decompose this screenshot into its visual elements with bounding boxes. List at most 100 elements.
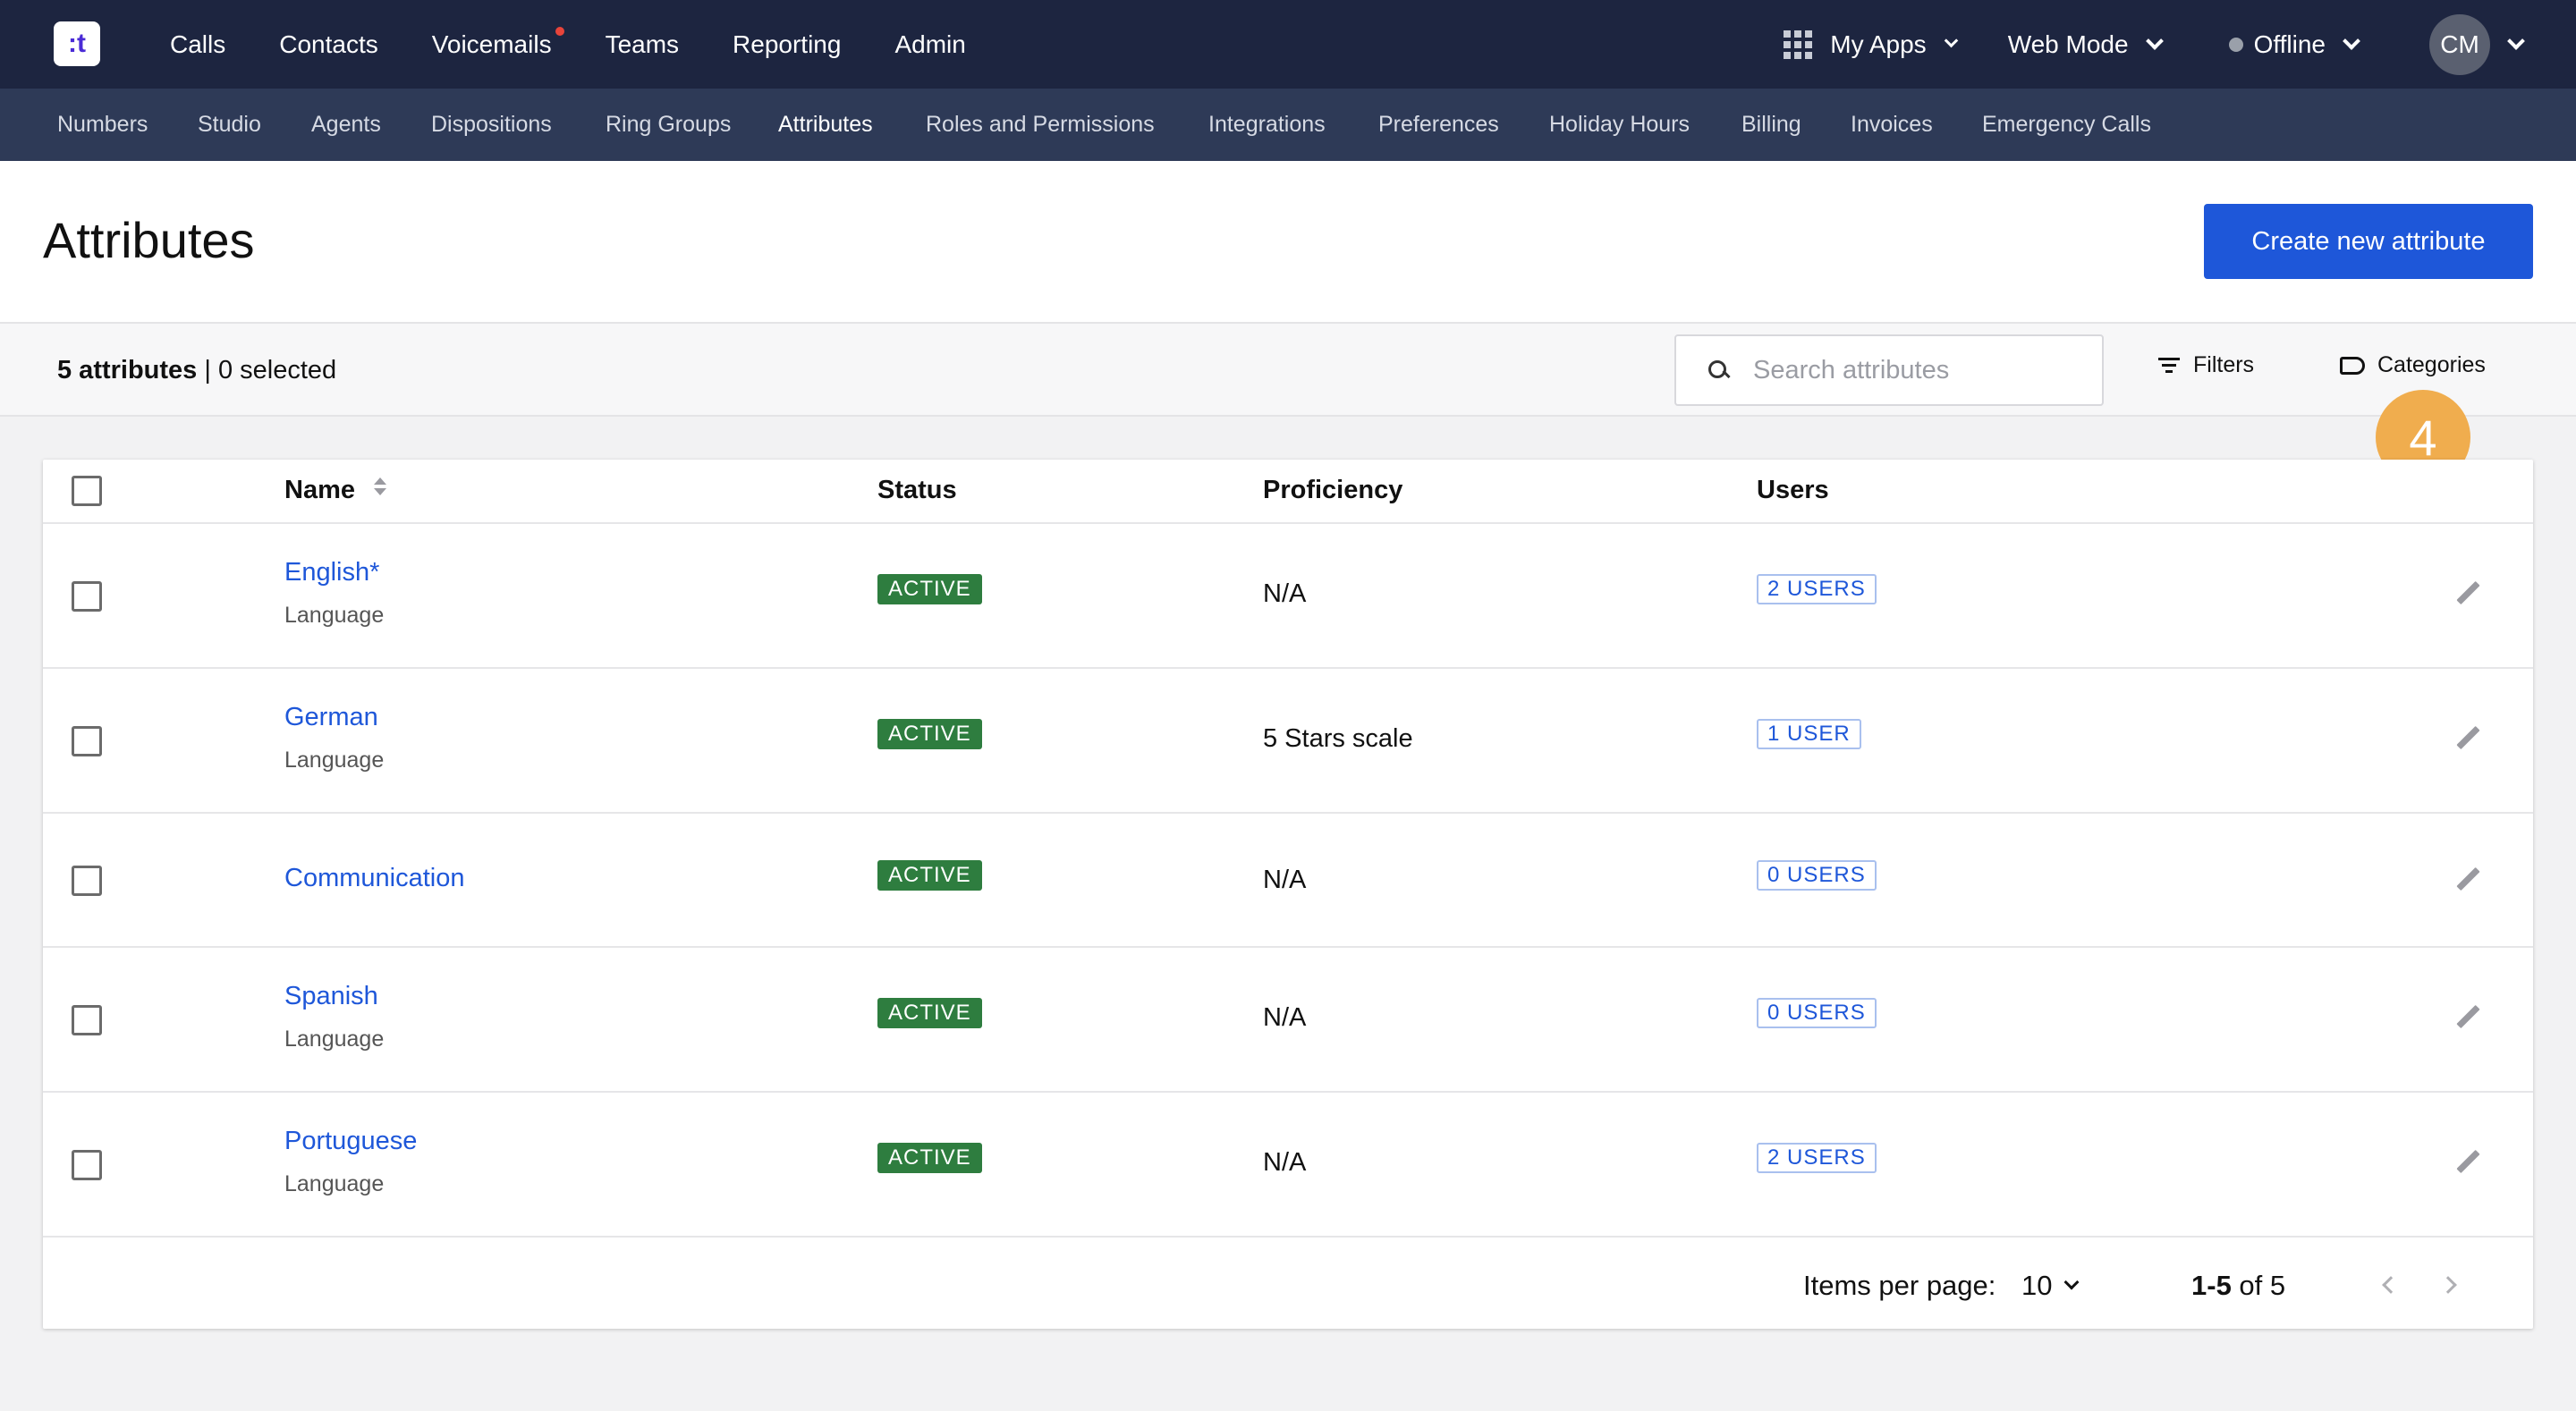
web-mode-menu[interactable]: Web Mode [2007,30,2164,59]
create-attribute-button[interactable]: Create new attribute [2204,204,2533,279]
subnav-holiday-hours[interactable]: Holiday Hours [1549,112,1690,137]
status-badge: ACTIVE [877,574,982,604]
attribute-name-link[interactable]: Communication [284,864,465,892]
subnav-agents[interactable]: Agents [311,112,381,137]
status-badge: ACTIVE [877,860,982,891]
subnav-studio[interactable]: Studio [198,112,261,137]
row-checkbox[interactable] [72,1005,102,1035]
chevron-down-icon [2507,31,2525,50]
table-row: Portuguese Language ACTIVE N/A 2 USERS [43,1093,2533,1238]
attribute-category: Language [284,603,385,628]
items-per-page-value: 10 [2021,1270,2053,1301]
attributes-table: Name Status Proficiency Users English* L… [43,460,2533,1329]
users-count-badge[interactable]: 0 USERS [1757,860,1877,891]
items-per-page-select[interactable]: 10 [2021,1270,2080,1302]
nav-contacts[interactable]: Contacts [279,30,378,58]
top-nav: Calls Contacts Voicemails Teams Reportin… [170,0,1020,89]
top-right-controls: My Apps Web Mode Offline CM [1784,0,2576,89]
subnav-attributes[interactable]: Attributes [778,112,873,137]
select-all-checkbox[interactable] [72,476,102,506]
selected-count: | 0 selected [197,356,337,384]
edit-pencil-icon[interactable] [2454,867,2481,894]
search-input[interactable] [1753,355,2075,385]
items-per-page-label: Items per page: [1803,1270,1996,1301]
users-count-badge[interactable]: 2 USERS [1757,574,1877,604]
subnav-billing[interactable]: Billing [1741,112,1801,137]
edit-pencil-icon[interactable] [2454,581,2481,608]
nav-teams[interactable]: Teams [605,30,680,58]
chevron-down-icon [2343,31,2360,50]
nav-admin[interactable]: Admin [894,30,966,58]
proficiency-value: N/A [1263,1148,1307,1177]
chevron-down-icon [2145,31,2164,50]
users-count-badge[interactable]: 0 USERS [1757,998,1877,1028]
page-header: Attributes Create new attribute [0,161,2576,324]
column-proficiency: Proficiency [1263,476,1403,504]
my-apps-label: My Apps [1830,30,1927,58]
nav-voicemails[interactable]: Voicemails [431,26,564,59]
pagination: Items per page: 10 1-5 of 5 [43,1238,2533,1329]
next-page-icon[interactable] [2439,1276,2457,1294]
search-box[interactable] [1674,334,2104,406]
search-icon [1708,360,1728,380]
subnav-ring-groups[interactable]: Ring Groups [606,112,732,137]
subnav-preferences[interactable]: Preferences [1378,112,1499,137]
logo-text: :t [68,29,86,58]
nav-voicemails-label: Voicemails [431,30,552,58]
nav-calls[interactable]: Calls [170,30,226,58]
sort-icon[interactable] [374,477,386,499]
table-row: German Language ACTIVE 5 Stars scale 1 U… [43,669,2533,814]
row-checkbox[interactable] [72,726,102,756]
subnav-invoices[interactable]: Invoices [1851,112,1933,137]
subnav-integrations[interactable]: Integrations [1208,112,1326,137]
status-badge: ACTIVE [877,719,982,749]
attribute-name-link[interactable]: German [284,703,378,731]
user-menu[interactable]: CM [2429,13,2525,75]
filters-button[interactable]: Filters [2157,352,2254,378]
my-apps-menu[interactable]: My Apps [1784,30,1958,59]
top-nav-bar: :t Calls Contacts Voicemails Teams Repor… [0,0,2576,89]
users-count-badge[interactable]: 1 USER [1757,719,1861,749]
attribute-name-link[interactable]: Portuguese [284,1127,418,1155]
list-toolbar: 5 attributes | 0 selected Filters Catego… [0,324,2576,417]
proficiency-value: N/A [1263,866,1307,894]
nav-reporting[interactable]: Reporting [733,30,842,58]
users-count-badge[interactable]: 2 USERS [1757,1143,1877,1173]
notification-dot [555,26,564,36]
proficiency-value: 5 Stars scale [1263,724,1413,753]
app-logo[interactable]: :t [54,21,100,66]
attribute-name-link[interactable]: English* [284,558,380,587]
presence-menu[interactable]: Offline [2228,30,2360,59]
attribute-category: Language [284,1027,385,1052]
presence-status-dot [2228,37,2243,52]
selection-count: 5 attributes | 0 selected [57,356,336,385]
categories-label: Categories [2377,352,2486,377]
tag-icon [2340,356,2365,375]
subnav-dispositions[interactable]: Dispositions [431,112,552,137]
subnav-emergency-calls[interactable]: Emergency Calls [1982,112,2151,137]
proficiency-value: N/A [1263,1003,1307,1032]
categories-button[interactable]: Categories [2340,352,2486,378]
row-checkbox[interactable] [72,581,102,612]
app-grid-icon [1784,30,1813,59]
edit-pencil-icon[interactable] [2454,1005,2481,1032]
page-range: 1-5 of 5 [2191,1270,2285,1302]
previous-page-icon[interactable] [2382,1276,2400,1294]
table-row: Spanish Language ACTIVE N/A 0 USERS [43,948,2533,1093]
edit-pencil-icon[interactable] [2454,1150,2481,1177]
edit-pencil-icon[interactable] [2454,726,2481,753]
page-title: Attributes [43,212,255,268]
subnav-roles-and-permissions[interactable]: Roles and Permissions [926,112,1155,137]
subnav-numbers[interactable]: Numbers [57,112,148,137]
table-row: Communication ACTIVE N/A 0 USERS [43,814,2533,948]
page-range-bold: 1-5 [2191,1270,2232,1301]
attribute-category: Language [284,748,385,773]
row-checkbox[interactable] [72,1150,102,1180]
table-row: English* Language ACTIVE N/A 2 USERS [43,524,2533,669]
row-checkbox[interactable] [72,866,102,896]
column-name[interactable]: Name [284,476,355,504]
avatar: CM [2429,13,2490,75]
web-mode-label: Web Mode [2007,30,2129,58]
attribute-name-link[interactable]: Spanish [284,982,378,1010]
page-range-total: of 5 [2231,1270,2286,1301]
